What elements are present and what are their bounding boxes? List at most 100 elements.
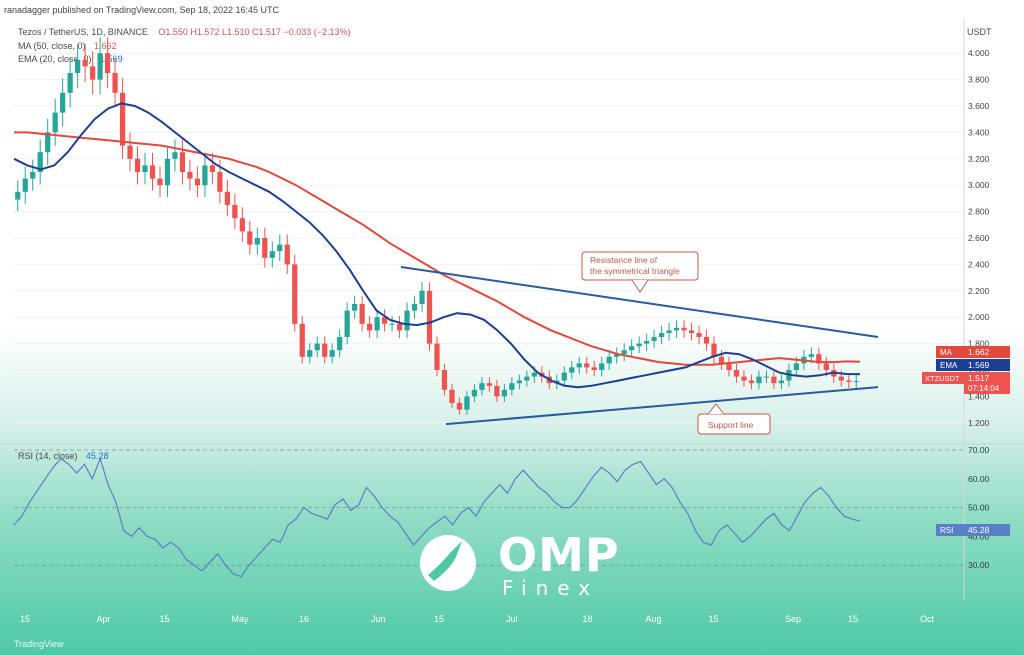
candle-body (67, 73, 73, 93)
candle-body (239, 218, 245, 232)
price-tick-label: 3.400 (968, 127, 990, 137)
candle-body (15, 191, 21, 200)
resistance-annotation: Resistance line of the symmetrical trian… (581, 251, 699, 293)
support-callout-box (697, 413, 771, 435)
time-tick-label: Sep (785, 614, 801, 624)
candle-body (733, 370, 740, 377)
candle-body (673, 327, 680, 331)
candle-body (718, 356, 725, 364)
ma-legend[interactable]: MA (50, close, 0) 1.662 (18, 41, 117, 51)
candle-body (366, 323, 373, 331)
candle-body (75, 59, 81, 73)
candle-body (464, 396, 470, 410)
candle-body (703, 337, 710, 344)
candle-body (22, 178, 28, 192)
price-tick-label: 2.000 (968, 312, 990, 322)
candle-body (456, 403, 463, 410)
candle-body (576, 363, 582, 368)
candle-body (636, 343, 642, 347)
rsi-axis: 30.00 40.00 50.00 60.00 70.00 (968, 445, 990, 570)
candle-body (838, 376, 844, 381)
candle-body (524, 376, 530, 381)
time-tick-label: Jun (371, 614, 386, 624)
ema-legend-value: 1.569 (100, 54, 123, 64)
time-tick-label: Apr (97, 614, 111, 624)
candle-body (277, 244, 283, 252)
candle-body (449, 389, 455, 403)
candle-body (307, 350, 313, 357)
candle-body (748, 380, 755, 384)
candle-body (569, 367, 575, 373)
candle-body (726, 363, 732, 370)
price-tick-label: 1.400 (968, 391, 990, 401)
candle-body (30, 172, 36, 179)
price-tick-label: 3.600 (968, 101, 990, 111)
rsi-badge-value: 45.28 (968, 525, 990, 535)
candle-body (651, 337, 657, 341)
ema20-line (13, 102, 861, 389)
time-axis: 15 Apr 15 May 16 Jun 15 Jul 18 Aug 15 Sep 15 Oct (20, 614, 935, 624)
candle-body (599, 363, 605, 370)
candle-body (666, 330, 672, 334)
rsi-tick-label: 40.00 (968, 531, 990, 541)
rsi-bands (14, 449, 964, 566)
time-tick-label: 15 (709, 614, 719, 624)
candle-body (756, 376, 762, 384)
candle-body (142, 165, 148, 172)
candle-body (479, 383, 485, 390)
grid (0, 18, 1024, 600)
candle-body (104, 53, 111, 73)
candle-body (254, 238, 260, 245)
time-tick-label: 15 (20, 614, 30, 624)
time-tick-label: Oct (920, 614, 935, 624)
tradingview-branding[interactable]: TradingView (14, 639, 64, 649)
candle-body (509, 383, 515, 390)
candle-body (134, 158, 141, 172)
candle-body (763, 376, 770, 378)
candle-body (561, 372, 567, 381)
time-tick-label: 15 (160, 614, 170, 624)
price-tick-label: 3.800 (968, 75, 990, 85)
rsi-tick-label: 30.00 (968, 560, 990, 570)
candle-body (37, 152, 43, 172)
candle-body (381, 317, 388, 324)
ema-badge: EMA 1.569 (936, 359, 1010, 371)
time-tick-label: 16 (299, 614, 309, 624)
candle-body (434, 343, 440, 370)
price-tick-label: 2.400 (968, 259, 990, 269)
candle-body (396, 323, 403, 331)
candle-body (644, 340, 650, 344)
resistance-callout-pointer (631, 279, 649, 293)
resistance-trendline (400, 266, 879, 338)
ema-legend[interactable]: EMA (20, close, 0) 1.569 (18, 54, 123, 64)
candle-body (344, 310, 350, 337)
candle-body (531, 372, 537, 377)
rsi-legend-label: RSI (14, close) (18, 451, 78, 461)
candle-body (591, 367, 597, 370)
price-badge-label: XTZUSDT (925, 374, 960, 383)
candle-body (823, 363, 829, 370)
candle-body (374, 317, 380, 331)
candle-body (846, 380, 852, 382)
candle-body (688, 330, 695, 334)
ohlc-values: O1.550 H1.572 L1.510 C1.517 −0.033 (−2.1… (158, 27, 351, 37)
price-tick-label: 3.200 (968, 154, 990, 164)
time-tick-label: 18 (583, 614, 593, 624)
candle-body (172, 152, 178, 159)
published-byline: ranadagger published on TradingView.com,… (4, 5, 280, 15)
candle-body (119, 92, 126, 146)
candle-body (82, 59, 88, 67)
candle-body (202, 165, 208, 186)
candle-body (299, 323, 305, 357)
time-tick-label: 15 (434, 614, 444, 624)
candle-body (404, 310, 410, 331)
candle-body (329, 350, 335, 357)
ema-badge-label: EMA (940, 361, 958, 370)
watermark-logo-icon (420, 535, 476, 591)
rsi-legend[interactable]: RSI (14, close) 45.28 (18, 451, 109, 461)
ema-badge-value: 1.569 (968, 360, 990, 370)
support-annotation: Support line (697, 403, 771, 435)
candle-body (853, 380, 859, 382)
candle-body (269, 251, 275, 258)
